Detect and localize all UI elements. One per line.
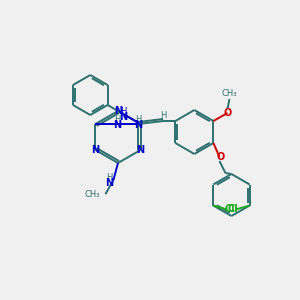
- Text: Cl: Cl: [228, 205, 238, 214]
- Text: N: N: [136, 145, 145, 155]
- Text: O: O: [223, 108, 232, 118]
- Text: N: N: [119, 112, 127, 122]
- Text: CH₃: CH₃: [222, 88, 237, 98]
- Text: H: H: [106, 173, 112, 182]
- Text: O: O: [216, 152, 225, 162]
- Text: H: H: [135, 115, 142, 124]
- Text: Cl: Cl: [224, 205, 235, 214]
- Text: H: H: [160, 112, 167, 121]
- Text: H: H: [120, 106, 126, 116]
- Text: N: N: [134, 120, 142, 130]
- Text: N: N: [105, 178, 113, 188]
- Text: N: N: [113, 120, 122, 130]
- Text: N: N: [92, 145, 100, 155]
- Text: H: H: [114, 115, 121, 124]
- Text: N: N: [114, 106, 122, 116]
- Text: CH₃: CH₃: [85, 190, 100, 199]
